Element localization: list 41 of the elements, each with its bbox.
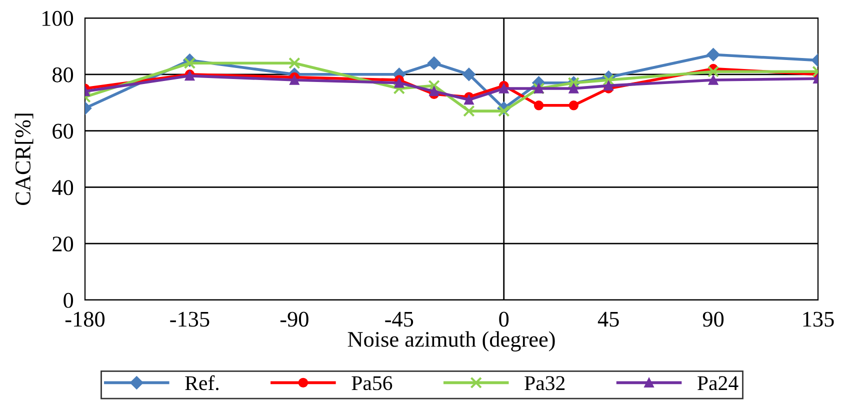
legend-label: Pa32	[524, 376, 565, 390]
point	[568, 84, 579, 94]
x-tick-label: 45	[598, 312, 619, 327]
point	[568, 100, 579, 110]
point	[534, 100, 544, 110]
point	[288, 57, 300, 70]
x-tick-label: -45	[385, 312, 414, 327]
point	[463, 105, 475, 117]
point	[498, 105, 510, 117]
point	[428, 80, 440, 92]
point	[393, 82, 406, 94]
y-tick-label: 20	[52, 236, 74, 252]
point	[464, 94, 474, 105]
y-axis-title: CACR[%]	[14, 114, 34, 205]
legend-label: Pa56	[352, 376, 392, 390]
point	[462, 68, 476, 81]
x-tick-label: 0	[499, 312, 509, 327]
x-tick-label: -180	[65, 312, 105, 327]
point	[427, 56, 441, 70]
point	[429, 86, 439, 96]
x-tick-label: -90	[280, 312, 308, 327]
point	[184, 57, 196, 70]
legend-label: Ref.	[185, 375, 218, 390]
point	[394, 78, 404, 88]
point	[604, 80, 614, 91]
x-tick-label: -135	[170, 312, 210, 327]
y-tick-label: 100	[42, 10, 74, 26]
x-axis-title: Noise azimuth (degree)	[348, 331, 555, 352]
legend-label: Pa24	[698, 376, 738, 390]
point	[602, 74, 614, 86]
y-tick-label: 80	[52, 67, 74, 82]
y-tick-label: 40	[52, 180, 74, 196]
point	[708, 75, 718, 85]
x-tick-label: 90	[702, 312, 724, 327]
x-tick-label: 135	[803, 312, 834, 327]
point	[706, 48, 720, 62]
point	[498, 84, 509, 94]
point	[290, 75, 300, 85]
y-tick-label: 0	[64, 292, 74, 308]
point	[707, 66, 720, 78]
y-tick-label: 60	[52, 124, 74, 139]
